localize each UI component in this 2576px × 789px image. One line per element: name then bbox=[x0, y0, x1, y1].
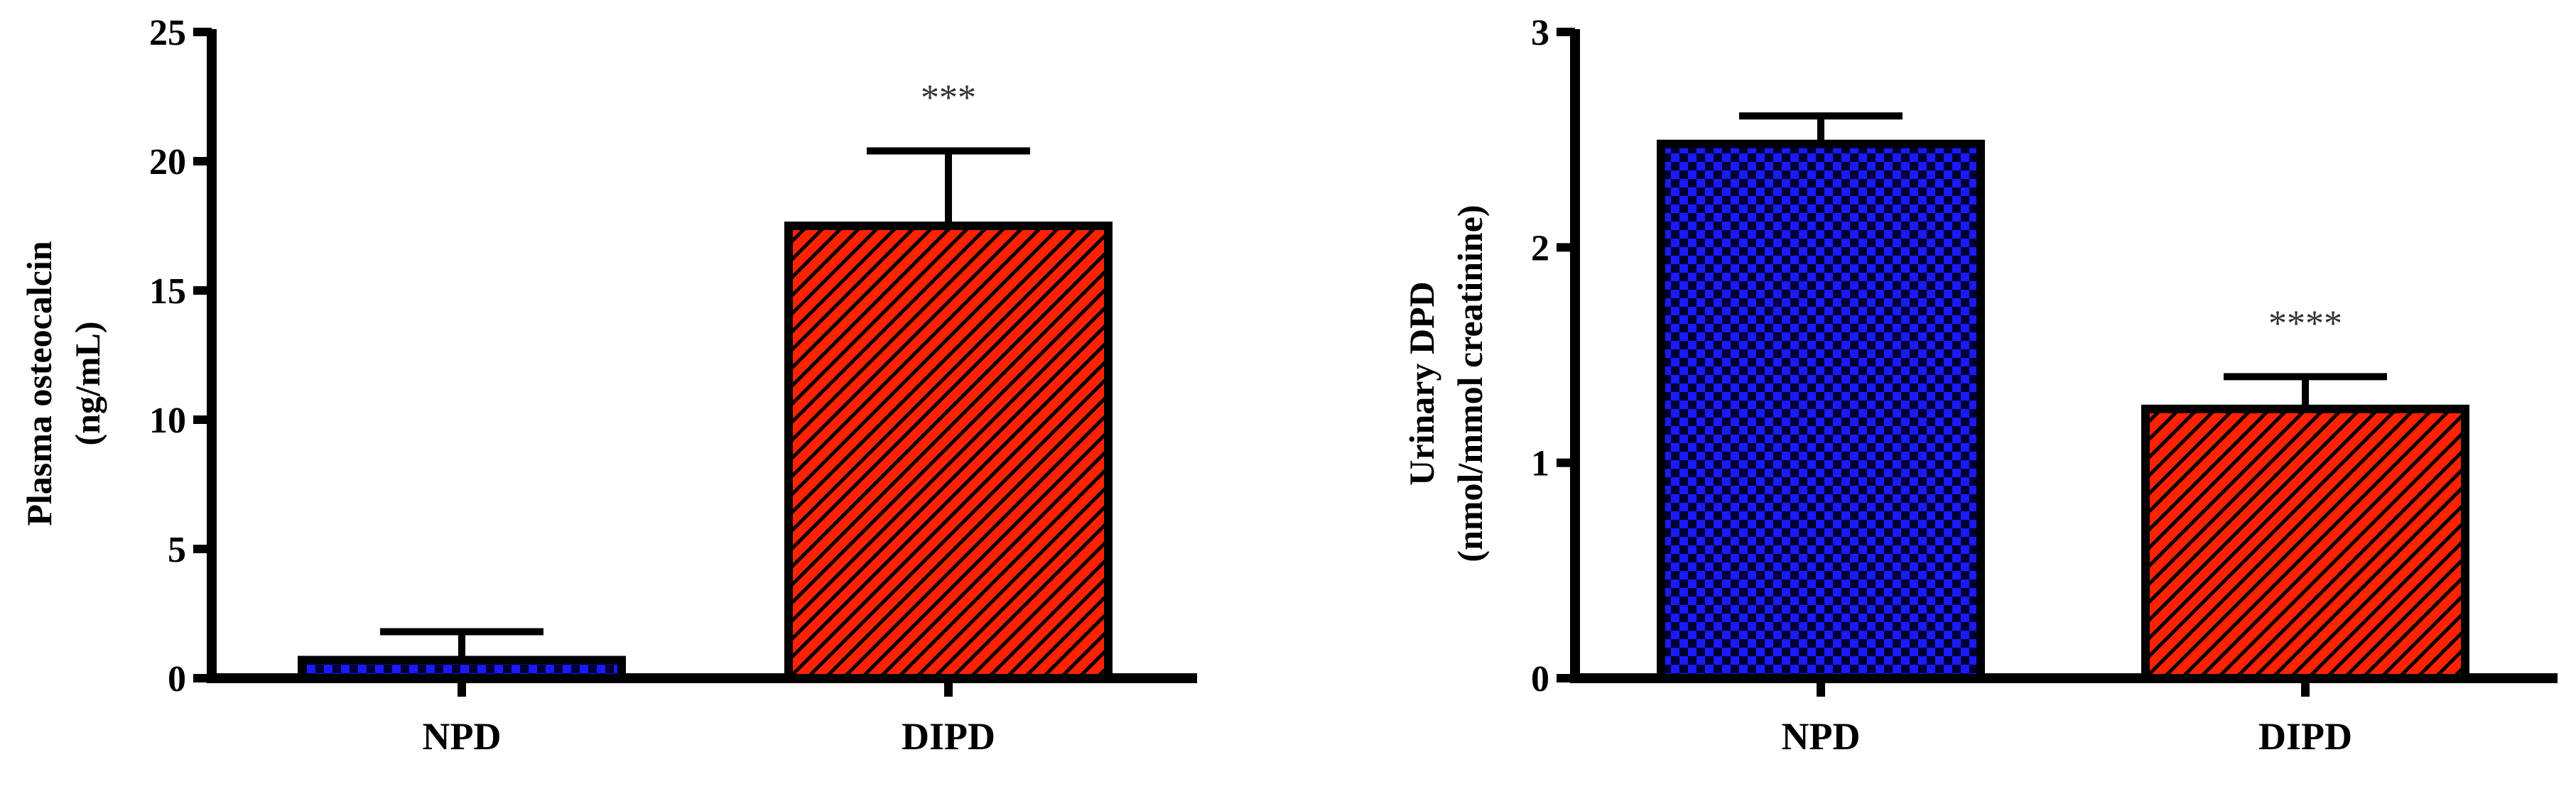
y-tick-label: 25 bbox=[149, 13, 186, 53]
y-tick-label: 3 bbox=[1531, 13, 1549, 53]
bar-dipd bbox=[2141, 404, 2469, 682]
y-axis-label: Plasma osteocalcin bbox=[19, 241, 59, 526]
y-axis-unit: (nmol/mmol creatinine) bbox=[1450, 205, 1490, 562]
y-axis-label: Urinary DPD bbox=[1402, 281, 1441, 485]
x-tick-label: DIPD bbox=[2258, 715, 2352, 758]
y-tick-label: 0 bbox=[1531, 659, 1549, 700]
y-tick-label: 15 bbox=[149, 271, 186, 312]
significance-label: **** bbox=[2268, 303, 2342, 344]
y-tick-label: 20 bbox=[149, 142, 186, 183]
chart-plasma-osteocalcin: Plasma osteocalcin (ng/mL) 0 5 10 15 20 25 NPD… bbox=[19, 13, 1197, 758]
bar-npd bbox=[1657, 139, 1985, 682]
x-tick-label: DIPD bbox=[902, 715, 995, 758]
y-tick-label: 10 bbox=[149, 401, 186, 441]
bar-npd bbox=[298, 655, 626, 683]
y-axis-unit: (ng/mL) bbox=[67, 322, 107, 446]
y-tick-label: 1 bbox=[1531, 444, 1549, 484]
y-tick-label: 0 bbox=[168, 659, 186, 700]
bar-dipd bbox=[784, 222, 1113, 682]
chart-urinary-dpd: Urinary DPD (nmol/mmol creatinine) 0 1 2 3 N… bbox=[1402, 13, 2558, 758]
x-tick-label: NPD bbox=[1782, 715, 1861, 758]
significance-label: *** bbox=[921, 77, 976, 118]
x-tick-label: NPD bbox=[423, 715, 502, 758]
y-tick-label: 2 bbox=[1531, 228, 1549, 268]
y-tick-label: 5 bbox=[168, 530, 186, 570]
